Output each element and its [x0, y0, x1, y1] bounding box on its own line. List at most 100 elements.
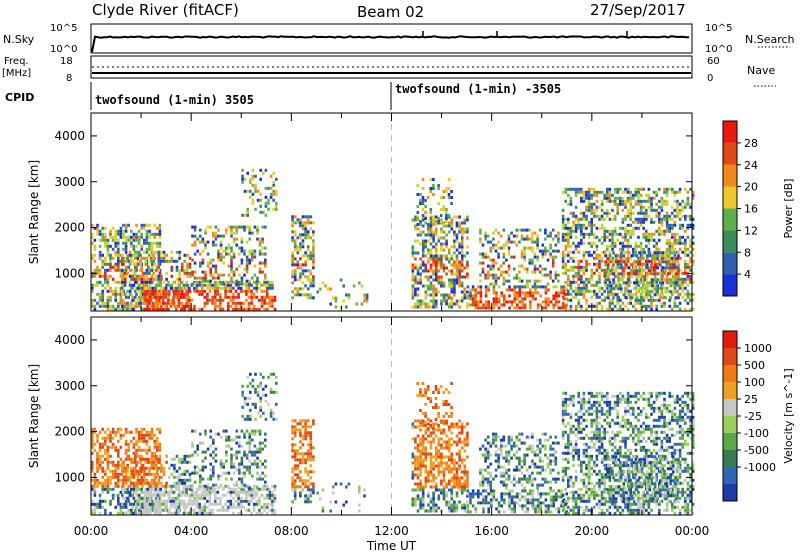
data-cell — [421, 239, 425, 243]
data-cell — [212, 483, 215, 487]
data-cell — [624, 202, 627, 206]
data-cell — [188, 262, 192, 266]
data-cell — [132, 490, 136, 494]
data-cell — [291, 275, 294, 279]
data-cell — [230, 264, 233, 268]
data-cell — [607, 257, 610, 261]
data-cell — [580, 259, 583, 263]
data-cell — [492, 237, 495, 241]
data-cell — [626, 208, 630, 212]
data-cell — [673, 232, 677, 236]
data-cell — [489, 258, 493, 262]
data-cell — [469, 291, 472, 295]
data-cell — [419, 193, 422, 196]
data-cell — [188, 475, 192, 479]
data-cell — [135, 430, 138, 434]
data-cell — [424, 275, 428, 279]
data-cell — [634, 265, 638, 269]
data-cell — [419, 220, 422, 223]
data-cell — [681, 226, 684, 230]
data-cell — [132, 253, 136, 257]
data-cell — [593, 304, 596, 308]
data-cell — [479, 294, 483, 298]
data-cell — [640, 263, 644, 267]
data-cell — [106, 301, 110, 305]
data-cell — [93, 472, 97, 476]
data-cell — [258, 243, 262, 247]
data-cell — [264, 276, 267, 280]
data-cell — [256, 486, 259, 490]
data-cell — [209, 474, 212, 478]
data-cell — [204, 228, 207, 232]
data-cell — [98, 457, 102, 461]
data-cell — [541, 267, 545, 271]
data-cell — [447, 305, 451, 309]
data-cell — [590, 196, 593, 200]
data-cell — [137, 493, 141, 497]
data-cell — [167, 301, 170, 305]
data-cell — [212, 231, 215, 235]
data-cell — [495, 297, 498, 301]
data-cell — [617, 287, 620, 291]
data-cell — [144, 478, 147, 482]
data-cell — [612, 263, 615, 267]
data-cell — [542, 300, 545, 304]
data-cell — [487, 303, 490, 307]
data-cell — [167, 493, 170, 497]
data-cell — [159, 280, 162, 284]
data-cell — [91, 256, 94, 260]
data-cell — [606, 211, 609, 215]
data-cell — [245, 496, 248, 500]
data-cell — [204, 240, 207, 244]
data-cell — [466, 260, 469, 264]
data-cell — [265, 493, 269, 497]
data-cell — [440, 260, 443, 264]
data-cell — [363, 299, 366, 303]
data-cell — [91, 439, 94, 443]
data-cell — [153, 490, 156, 494]
data-cell — [648, 281, 652, 285]
data-cell — [263, 496, 266, 500]
data-cell — [141, 505, 144, 509]
nsky-bottom-tick: 10^0 — [50, 44, 77, 55]
data-cell — [593, 211, 596, 215]
data-cell — [238, 252, 241, 256]
data-cell — [230, 462, 233, 466]
data-cell — [624, 235, 627, 239]
data-cell — [684, 286, 687, 290]
data-cell — [245, 429, 249, 433]
data-cell — [253, 450, 257, 454]
data-cell — [141, 301, 145, 305]
data-cell — [613, 304, 617, 308]
data-cell — [637, 217, 640, 221]
data-cell — [686, 265, 690, 269]
data-cell — [188, 460, 192, 464]
data-cell — [477, 300, 480, 304]
data-cell — [429, 211, 433, 214]
data-cell — [293, 491, 297, 495]
data-cell — [342, 299, 345, 303]
data-cell — [293, 248, 297, 252]
data-cell — [264, 264, 267, 268]
data-cell — [237, 292, 240, 296]
data-cell — [203, 505, 207, 509]
data-cell — [222, 465, 225, 469]
data-cell — [114, 232, 117, 236]
data-cell — [546, 258, 550, 262]
data-cell — [135, 277, 138, 281]
data-cell — [128, 511, 132, 515]
data-cell — [645, 217, 648, 221]
data-cell — [152, 457, 155, 461]
data-cell — [487, 300, 490, 304]
data-cell — [135, 253, 138, 257]
data-cell — [130, 460, 133, 464]
data-cell — [312, 245, 315, 249]
data-cell — [182, 304, 186, 308]
data-cell — [206, 264, 210, 268]
data-cell — [96, 229, 99, 233]
data-cell — [221, 508, 225, 512]
data-cell — [98, 481, 102, 485]
data-cell — [656, 284, 659, 288]
data-cell — [91, 430, 94, 434]
data-cell — [198, 493, 201, 497]
